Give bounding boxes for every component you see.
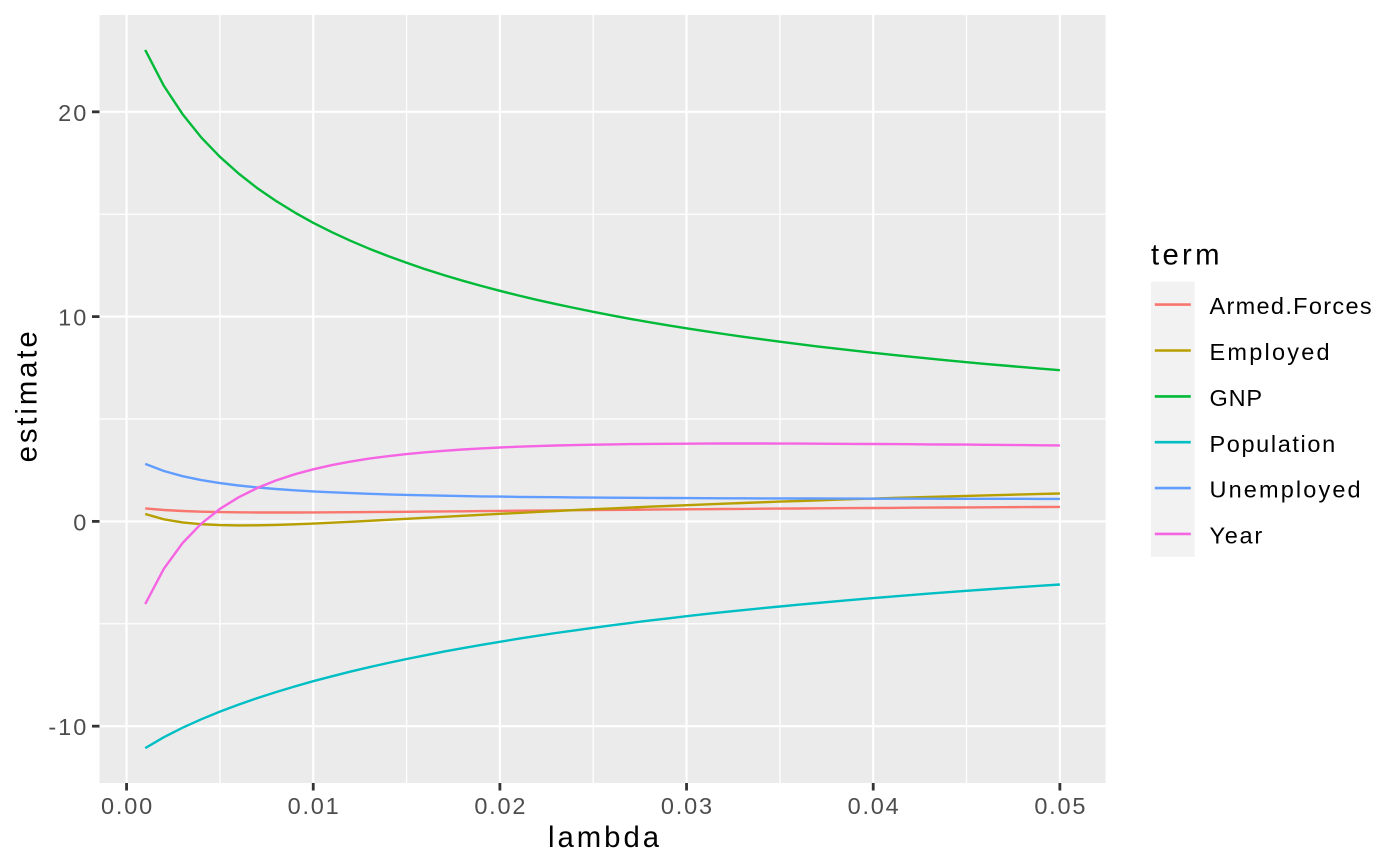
svg-text:0.03: 0.03 bbox=[661, 793, 714, 819]
svg-text:Year: Year bbox=[1210, 523, 1264, 549]
svg-text:-10: -10 bbox=[48, 714, 88, 740]
svg-text:10: 10 bbox=[58, 305, 88, 331]
svg-text:0.05: 0.05 bbox=[1034, 793, 1087, 819]
svg-text:lambda: lambda bbox=[548, 821, 662, 854]
svg-text:estimate: estimate bbox=[11, 328, 44, 462]
svg-text:0.02: 0.02 bbox=[474, 793, 527, 819]
svg-text:0.01: 0.01 bbox=[288, 793, 341, 819]
svg-text:Unemployed: Unemployed bbox=[1210, 477, 1363, 503]
svg-text:0.04: 0.04 bbox=[848, 793, 901, 819]
svg-text:Employed: Employed bbox=[1210, 339, 1332, 365]
svg-text:0: 0 bbox=[73, 509, 88, 535]
svg-text:GNP: GNP bbox=[1210, 385, 1263, 411]
svg-text:20: 20 bbox=[58, 100, 88, 126]
svg-text:Armed.Forces: Armed.Forces bbox=[1210, 293, 1373, 319]
svg-text:Population: Population bbox=[1210, 431, 1337, 457]
svg-text:0.00: 0.00 bbox=[101, 793, 154, 819]
svg-text:term: term bbox=[1151, 239, 1223, 272]
